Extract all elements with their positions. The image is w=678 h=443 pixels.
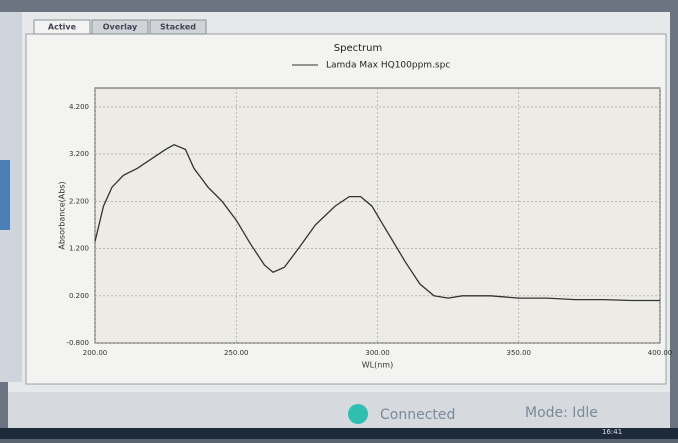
status-indicator: [348, 404, 368, 424]
connection-status: Connected: [380, 407, 455, 423]
y-tick-label: -0.800: [66, 339, 89, 347]
legend-label: Lamda Max HQ100ppm.spc: [326, 61, 450, 71]
clock: 16:41: [602, 428, 622, 436]
y-tick-label: 0.200: [69, 292, 89, 300]
screen: Connected Mode: Idle 16:41 Active Overlay…: [0, 0, 678, 439]
x-tick-label: 200.00: [83, 349, 108, 357]
y-tick-label: 4.200: [69, 103, 89, 111]
side-highlight: [0, 160, 10, 230]
x-tick-label: 350.00: [507, 349, 532, 357]
x-tick-label: 400.00: [648, 349, 673, 357]
tab-label[interactable]: Active: [48, 23, 77, 32]
x-axis-label: WL(nm): [362, 361, 393, 370]
y-tick-label: 2.200: [69, 197, 89, 205]
y-tick-label: 1.200: [69, 245, 89, 253]
x-tick-label: 300.00: [365, 349, 390, 357]
mode-status: Mode: Idle: [525, 405, 598, 421]
y-tick-label: 3.200: [69, 150, 89, 158]
chart-title: Spectrum: [334, 43, 382, 54]
tab-label[interactable]: Overlay: [103, 23, 138, 32]
taskbar: [0, 428, 678, 439]
x-tick-label: 250.00: [224, 349, 249, 357]
tab-label[interactable]: Stacked: [160, 23, 196, 32]
y-axis-label: Absorbance(Abs): [58, 181, 67, 249]
